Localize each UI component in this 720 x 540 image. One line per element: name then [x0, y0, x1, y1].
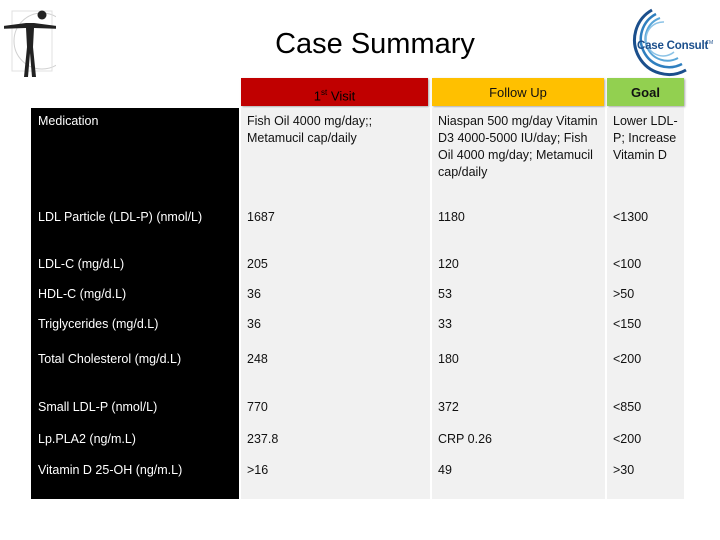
cell-goal: <100 [607, 249, 684, 281]
cell-first-visit: 237.8 [241, 425, 430, 457]
cell-first-visit: 248 [241, 347, 430, 394]
cell-goal: >30 [607, 456, 684, 499]
cell-first-visit: 1687 [241, 203, 430, 250]
trademark-mark: TM [706, 40, 714, 46]
header-goal: Goal [607, 78, 684, 106]
cell-follow-up: 180 [432, 347, 605, 394]
row-label-triglycerides: Triglycerides (mg/d.L) [31, 310, 239, 348]
row-label-lp-pla2: Lp.PLA2 (ng/m.L) [31, 425, 239, 457]
cell-goal: <200 [607, 425, 684, 457]
cell-goal: <200 [607, 347, 684, 394]
case-consult-logo-text: Case Consult [637, 40, 709, 52]
header-first-visit: 1st Visit [241, 78, 428, 106]
cell-goal: <850 [607, 393, 684, 426]
row-label-ldl-particle: LDL Particle (LDL-P) (nmol/L) [31, 203, 239, 250]
human-figure-logo [4, 10, 56, 77]
cell-follow-up: 1180 [432, 203, 605, 250]
row-label-ldl-c: LDL-C (mg/d.L) [31, 249, 239, 281]
cell-follow-up: 120 [432, 249, 605, 281]
cell-goal: <150 [607, 310, 684, 348]
case-consult-logo [633, 8, 687, 76]
row-label-vitamin-d: Vitamin D 25-OH (ng/m.L) [31, 456, 239, 499]
cell-first-visit: Fish Oil 4000 mg/day;; Metamucil cap/dai… [241, 108, 430, 204]
row-label-total-cholesterol: Total Cholesterol (mg/d.L) [31, 347, 239, 394]
cell-follow-up: 53 [432, 280, 605, 311]
cell-goal: <1300 [607, 203, 684, 250]
cell-first-visit: 205 [241, 249, 430, 281]
cell-first-visit: 770 [241, 393, 430, 426]
header-first-visit-num: 1 [313, 88, 322, 104]
cell-follow-up: CRP 0.26 [432, 425, 605, 457]
cell-goal: >50 [607, 280, 684, 311]
cell-follow-up: Niaspan 500 mg/day Vitamin D3 4000-5000 … [432, 108, 605, 204]
cell-first-visit: >16 [241, 456, 430, 499]
cell-goal: Lower LDL-P; Increase Vitamin D [607, 108, 684, 204]
cell-first-visit: 36 [241, 310, 430, 348]
page-title: Case Summary [275, 28, 475, 60]
row-label-medication: Medication [31, 108, 239, 204]
row-label-hdl-c: HDL-C (mg/d.L) [31, 280, 239, 311]
cell-follow-up: 33 [432, 310, 605, 348]
cell-follow-up: 372 [432, 393, 605, 426]
cell-follow-up: 49 [432, 456, 605, 499]
header-first-visit-sup: st [321, 88, 328, 97]
header-first-visit-text: Visit [327, 88, 356, 104]
cell-first-visit: 36 [241, 280, 430, 311]
header-follow-up: Follow Up [432, 78, 604, 106]
row-label-small-ldl-p: Small LDL-P (nmol/L) [31, 393, 239, 426]
